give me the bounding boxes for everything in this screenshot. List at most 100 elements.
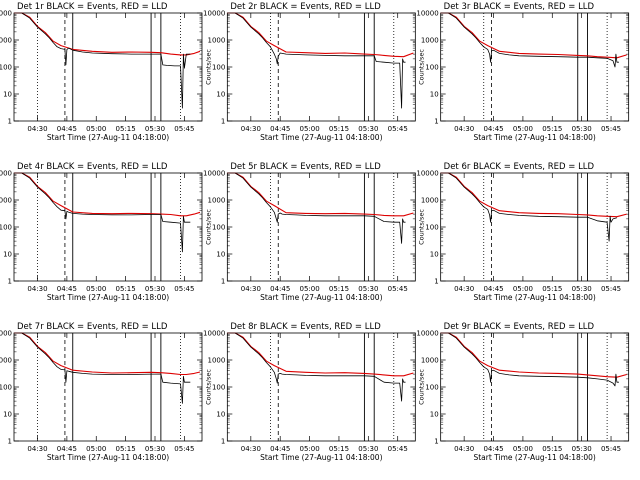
plot-frame [440,12,630,122]
x-tick-label: 05:00 [299,125,319,133]
y-tick-label: 1 [8,278,12,286]
x-tick-label: 05:30 [572,445,592,453]
y-tick-label: 1 [8,118,12,126]
x-tick-label: 05:00 [86,285,106,293]
x-tick-label: 04:45 [57,285,77,293]
series-line-lld [14,332,201,376]
y-axis-label: Counts/sec [204,369,212,405]
x-tick-label: 04:30 [241,125,261,133]
y-axis-label: Counts/sec [204,49,212,85]
x-tick-label: 04:30 [454,445,474,453]
y-tick-label: 10 [3,411,12,419]
y-tick-label: 10000 [0,170,12,178]
y-tick-label: 1 [434,278,438,286]
x-tick-label: 04:30 [27,285,47,293]
panel-det-7: Det 7r BLACK = Events, RED = LLD 1 10 100 10… [0,322,203,462]
panel-det-1: Det 1r BLACK = Events, RED = LLD 1 10 100 10… [0,2,203,142]
y-tick-label: 10000 [416,170,438,178]
y-tick-label: 100 [0,64,12,72]
panel-title: Det 2r BLACK = Events, RED = LLD [230,2,381,12]
series-line-lld [14,172,201,217]
x-tick-label: 04:45 [57,125,77,133]
y-tick-label: 100 [212,384,225,392]
panel-title: Det 4r BLACK = Events, RED = LLD [17,162,168,172]
y-tick-label: 10 [430,251,439,259]
x-tick-label: 04:30 [241,285,261,293]
plot-frame [440,332,630,442]
x-tick-label: 05:00 [513,285,533,293]
panel-title: Det 5r BLACK = Events, RED = LLD [230,162,381,172]
x-tick-label: 05:30 [145,285,165,293]
y-tick-label: 1000 [208,37,226,45]
y-tick-label: 10000 [416,330,438,338]
x-axis-label: Start Time (27-Aug-11 04:18:00) [260,293,382,302]
x-tick-label: 04:45 [270,285,290,293]
x-tick-label: 05:00 [299,285,319,293]
x-tick-label: 05:00 [513,125,533,133]
x-tick-label: 05:15 [116,285,136,293]
x-tick-label: 05:30 [572,285,592,293]
x-tick-label: 05:15 [542,445,562,453]
panel-det-3: Det 3r BLACK = Events, RED = LLD 1 10 100 10… [416,2,630,142]
y-tick-label: 10 [216,251,225,259]
panel-det-4: Det 4r BLACK = Events, RED = LLD 1 10 100 10… [0,162,203,302]
x-tick-label: 05:45 [601,125,621,133]
series-line-lld [227,332,414,377]
x-axis-label: Start Time (27-Aug-11 04:18:00) [260,453,382,462]
y-axis-label: Counts/sec [418,209,426,245]
series-line-lld [14,12,201,56]
y-tick-label: 10000 [203,330,225,338]
panel-det-9: Det 9r BLACK = Events, RED = LLD 1 10 100 10… [416,322,630,462]
x-tick-label: 05:15 [329,125,349,133]
x-tick-label: 05:30 [572,125,592,133]
y-tick-label: 1000 [208,357,226,365]
x-tick-label: 05:15 [542,125,562,133]
x-tick-label: 05:45 [601,445,621,453]
series-line-lld [227,172,414,217]
plot-frame [226,12,416,122]
series-line-events [227,12,406,109]
y-tick-label: 1000 [208,197,226,205]
y-tick-label: 10000 [203,10,225,18]
panel-title: Det 7r BLACK = Events, RED = LLD [17,322,168,332]
y-tick-label: 100 [425,64,438,72]
y-tick-label: 1 [221,438,225,446]
series-line-lld [227,12,414,58]
y-tick-label: 10000 [0,330,12,338]
y-tick-label: 10000 [0,10,12,18]
plot-frame [13,172,203,282]
series-line-events [14,172,191,253]
series-line-events [440,172,618,242]
x-tick-label: 05:15 [542,285,562,293]
x-tick-label: 04:30 [454,125,474,133]
y-tick-label: 1 [221,118,225,126]
y-tick-label: 100 [212,64,225,72]
x-tick-label: 05:45 [388,285,408,293]
x-axis-label: Start Time (27-Aug-11 04:18:00) [47,133,169,142]
x-tick-label: 05:00 [299,445,319,453]
y-tick-label: 1 [434,118,438,126]
panel-title: Det 8r BLACK = Events, RED = LLD [230,322,381,332]
series-line-events [440,332,619,387]
x-axis-label: Start Time (27-Aug-11 04:18:00) [47,293,169,302]
x-tick-label: 05:00 [513,445,533,453]
x-tick-label: 04:30 [27,445,47,453]
series-line-events [227,172,406,244]
x-tick-label: 04:30 [454,285,474,293]
x-tick-label: 05:15 [329,285,349,293]
x-tick-label: 05:15 [116,445,136,453]
panel-title: Det 3r BLACK = Events, RED = LLD [444,2,595,12]
series-line-lld [440,172,627,218]
y-axis-label: Counts/sec [418,49,426,85]
y-tick-label: 10000 [416,10,438,18]
y-tick-label: 10 [430,91,439,99]
y-tick-label: 1 [8,438,12,446]
y-axis-label: Counts/sec [204,209,212,245]
x-axis-label: Start Time (27-Aug-11 04:18:00) [473,293,595,302]
x-tick-label: 04:45 [483,445,503,453]
y-tick-label: 1000 [0,357,12,365]
y-tick-label: 100 [0,224,12,232]
x-tick-label: 04:45 [483,125,503,133]
y-tick-label: 10 [430,411,439,419]
